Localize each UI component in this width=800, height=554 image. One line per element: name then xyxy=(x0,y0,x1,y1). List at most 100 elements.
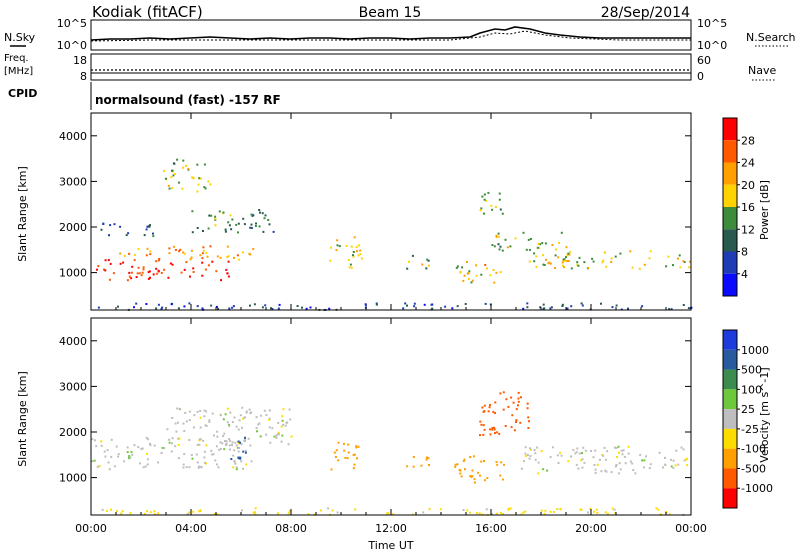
map-cell xyxy=(95,445,98,448)
map-cell xyxy=(254,507,257,510)
map-cell xyxy=(183,252,186,255)
map-cell xyxy=(178,250,181,253)
map-cell xyxy=(244,438,247,441)
map-cell xyxy=(364,303,367,306)
map-cell xyxy=(676,257,679,260)
map-cell xyxy=(581,466,584,469)
map-cell xyxy=(459,271,462,274)
map-cell xyxy=(454,463,457,466)
map-cell xyxy=(670,308,673,311)
map-cell xyxy=(244,440,247,443)
map-cell xyxy=(392,513,395,516)
map-cell xyxy=(522,231,525,234)
map-cell xyxy=(149,444,152,447)
map-cell xyxy=(549,510,552,513)
map-cell xyxy=(664,464,667,466)
map-cell xyxy=(178,437,181,440)
map-cell xyxy=(228,438,231,440)
map-cell xyxy=(546,469,549,472)
map-cell xyxy=(231,218,234,221)
map-cell xyxy=(479,209,482,212)
map-cell xyxy=(145,254,148,257)
map-cell xyxy=(140,274,143,277)
map-cell xyxy=(195,453,198,456)
map-cell xyxy=(97,265,100,268)
map-cell xyxy=(487,191,490,194)
map-cell xyxy=(584,449,587,452)
map-cell xyxy=(123,460,126,463)
map-cell xyxy=(242,417,245,420)
map-cell xyxy=(182,159,185,162)
map-cell xyxy=(237,456,240,459)
map-cell xyxy=(128,455,131,457)
map-cell xyxy=(232,466,235,469)
map-cell xyxy=(489,428,492,431)
map-cell xyxy=(117,305,119,308)
map-cell xyxy=(605,265,608,268)
y-tick-label: 4000 xyxy=(59,335,87,348)
map-cell xyxy=(345,244,348,247)
map-cell xyxy=(533,260,536,263)
map-cell xyxy=(338,245,341,248)
map-cell xyxy=(600,302,602,305)
map-cell xyxy=(170,303,173,306)
map-cell xyxy=(602,454,605,457)
map-cell xyxy=(455,266,458,269)
map-cell xyxy=(526,306,529,309)
x-tick-label: 20:00 xyxy=(575,522,607,535)
map-cell xyxy=(489,404,491,406)
velocity-colorbar: 1000 500 100 25 -25 -100 -500 -1000 xyxy=(722,329,773,509)
map-cell xyxy=(469,456,472,458)
map-cell xyxy=(96,465,99,468)
map-cell xyxy=(536,246,539,249)
colorbar-swatch xyxy=(723,488,737,508)
map-cell xyxy=(567,260,570,262)
map-cell xyxy=(470,476,473,478)
map-cell xyxy=(177,443,180,446)
map-cell xyxy=(185,164,187,167)
map-cell xyxy=(268,418,271,421)
map-cell xyxy=(501,249,504,252)
map-cell xyxy=(198,177,201,180)
map-cell xyxy=(439,508,442,511)
map-cell xyxy=(489,274,492,277)
map-cell xyxy=(224,228,227,231)
map-cell xyxy=(537,472,540,475)
map-cell xyxy=(181,187,184,190)
map-cell xyxy=(255,416,258,419)
map-cell xyxy=(542,263,545,266)
map-cell xyxy=(172,162,175,165)
map-cell xyxy=(230,228,233,231)
map-cell xyxy=(130,271,133,274)
map-cell xyxy=(273,435,276,438)
map-cell xyxy=(113,465,116,468)
map-cell xyxy=(280,425,283,428)
map-cell xyxy=(103,268,105,271)
map-cell xyxy=(277,422,280,424)
map-cell xyxy=(560,231,563,234)
map-cell xyxy=(550,306,553,309)
colorbar-tick-label: 20 xyxy=(741,179,755,192)
map-cell xyxy=(680,446,683,449)
map-cell xyxy=(639,453,642,456)
map-cell xyxy=(459,469,462,472)
map-cell xyxy=(426,258,429,261)
map-cell xyxy=(524,446,527,449)
map-cell xyxy=(481,406,484,409)
map-cell xyxy=(648,467,651,470)
map-cell xyxy=(227,221,230,224)
map-cell xyxy=(249,253,252,256)
map-cell xyxy=(198,443,201,446)
map-cell xyxy=(115,445,118,448)
map-cell xyxy=(543,264,546,266)
map-cell xyxy=(238,442,240,445)
map-cell xyxy=(614,465,617,468)
axes: 00:00 04:00 08:00 12:00 16:00 20:00 00:00 1000 1… xyxy=(59,113,707,535)
x-tick-label: 00:00 xyxy=(675,522,707,535)
map-cell xyxy=(237,428,240,431)
station-title: Kodiak (fitACF) xyxy=(92,3,203,21)
colorbar-tick-label: 500 xyxy=(741,364,762,377)
map-cell xyxy=(528,260,531,263)
map-cell xyxy=(167,276,170,279)
map-cell xyxy=(509,245,512,248)
